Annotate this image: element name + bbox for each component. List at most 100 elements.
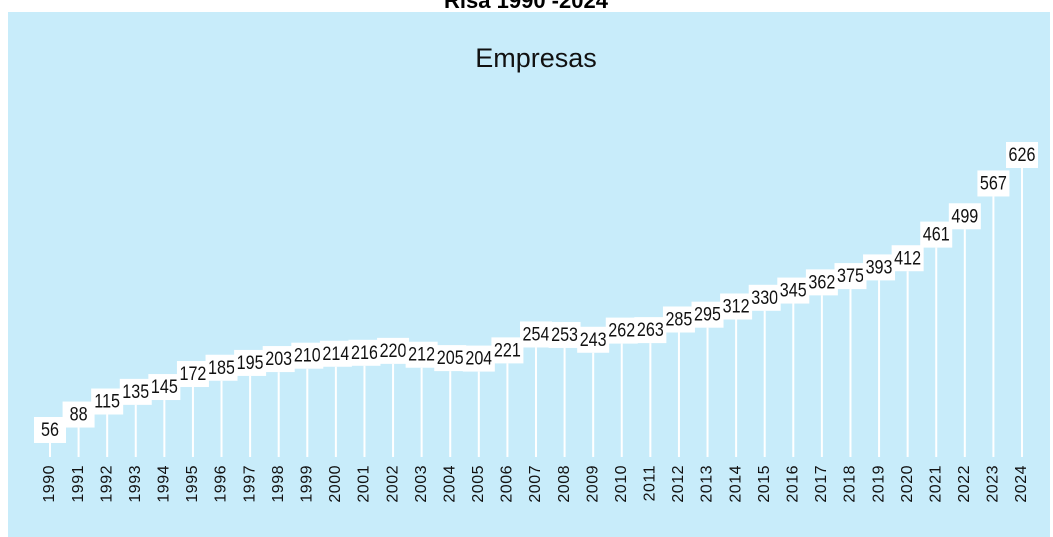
data-label: 330 (751, 287, 778, 309)
data-label: 172 (179, 363, 206, 385)
data-label-box (291, 342, 324, 369)
data-label: 220 (380, 340, 407, 362)
x-tick-label: 1998 (270, 465, 287, 503)
data-label: 88 (70, 403, 88, 425)
data-label: 626 (1009, 144, 1036, 166)
chart-title: Risa 1990 -2024 (444, 0, 609, 13)
data-label-box (491, 337, 524, 364)
data-label: 375 (837, 265, 864, 287)
data-label: 212 (408, 344, 435, 366)
data-label-box (662, 306, 695, 333)
data-label-box (863, 254, 896, 281)
data-label: 115 (94, 390, 120, 412)
data-label: 253 (551, 324, 578, 346)
data-label-box (920, 221, 953, 248)
x-tick-label: 2019 (870, 465, 887, 503)
data-label: 145 (151, 376, 178, 398)
data-label-box (520, 321, 552, 348)
data-label-box (605, 317, 638, 344)
x-tick-label: 2003 (413, 465, 430, 503)
x-tick-label: 2016 (785, 465, 802, 503)
data-label: 412 (894, 247, 921, 269)
x-tick-label: 2005 (470, 465, 487, 503)
x-tick-label: 1991 (70, 465, 87, 503)
data-label: 312 (723, 295, 750, 317)
data-label: 195 (237, 352, 264, 374)
data-label-box (948, 203, 981, 230)
data-label: 210 (294, 344, 321, 366)
data-label: 56 (41, 419, 59, 441)
data-label-box (148, 374, 181, 401)
data-label: 461 (923, 223, 950, 245)
data-label: 214 (322, 343, 349, 365)
x-tick-label: 1996 (213, 465, 230, 503)
x-tick-label: 2011 (642, 465, 659, 501)
x-tick-label: 1993 (127, 465, 144, 503)
data-label-box (577, 326, 610, 353)
data-label: 254 (523, 323, 550, 345)
data-label: 243 (580, 329, 607, 351)
x-tick-label: 2024 (1013, 465, 1030, 503)
x-tick-label: 2020 (899, 465, 916, 503)
x-tick-label: 1997 (241, 465, 258, 503)
data-label-box (748, 284, 781, 311)
chart-subtitle: Empresas (475, 43, 597, 73)
x-tick-label: 2006 (499, 465, 516, 503)
data-label: 204 (465, 347, 492, 369)
data-label-box (348, 339, 381, 366)
x-tick-label: 2021 (927, 465, 944, 503)
x-tick-label: 2014 (727, 465, 744, 503)
data-label-box (434, 345, 467, 372)
data-label-box (691, 301, 724, 328)
data-label-box (720, 293, 753, 320)
data-label-box (1006, 142, 1038, 168)
data-label: 499 (951, 205, 978, 227)
x-tick-label: 2008 (556, 465, 573, 503)
data-label-box (319, 340, 352, 367)
x-tick-label: 2023 (985, 465, 1002, 503)
data-label-box (62, 401, 95, 428)
x-tick-label: 2015 (756, 465, 773, 503)
data-label-box (891, 245, 924, 272)
x-tick-label: 1992 (98, 465, 115, 503)
data-label: 135 (122, 381, 149, 403)
x-tick-label: 2009 (584, 465, 601, 503)
data-label-box (34, 416, 66, 443)
x-tick-label: 2013 (699, 465, 716, 503)
x-tick-label: 2002 (384, 465, 401, 503)
data-label: 362 (808, 271, 835, 293)
data-label: 393 (866, 256, 893, 278)
data-label-box (834, 263, 867, 290)
data-label: 263 (637, 319, 664, 341)
data-label: 205 (437, 347, 464, 369)
x-tick-label: 2018 (842, 465, 859, 503)
data-label-box (205, 354, 238, 381)
data-label-box (377, 337, 410, 364)
x-tick-label: 2001 (356, 465, 373, 503)
data-label-box (634, 317, 667, 344)
x-tick-label: 2012 (670, 465, 687, 503)
x-tick-label: 1994 (156, 465, 173, 503)
data-label-box (462, 345, 495, 372)
data-label-box (405, 341, 438, 368)
x-tick-label: 1990 (41, 465, 58, 503)
x-tick-label: 2010 (613, 465, 630, 503)
data-label: 221 (494, 339, 521, 361)
data-label: 285 (665, 308, 692, 330)
data-label: 345 (780, 279, 807, 301)
data-label-box (262, 346, 295, 373)
x-tick-label: 2022 (956, 465, 973, 503)
data-label-box (91, 388, 124, 415)
data-label-box (805, 269, 838, 296)
data-label: 216 (351, 342, 378, 364)
x-tick-label: 2004 (441, 465, 458, 503)
data-label-box (234, 349, 267, 376)
data-label-box (977, 170, 1010, 197)
data-label-box (777, 277, 810, 304)
data-label-box (548, 321, 581, 348)
x-tick-label: 2007 (527, 465, 544, 503)
x-tick-label: 1995 (184, 465, 201, 503)
data-label-box (176, 361, 209, 388)
